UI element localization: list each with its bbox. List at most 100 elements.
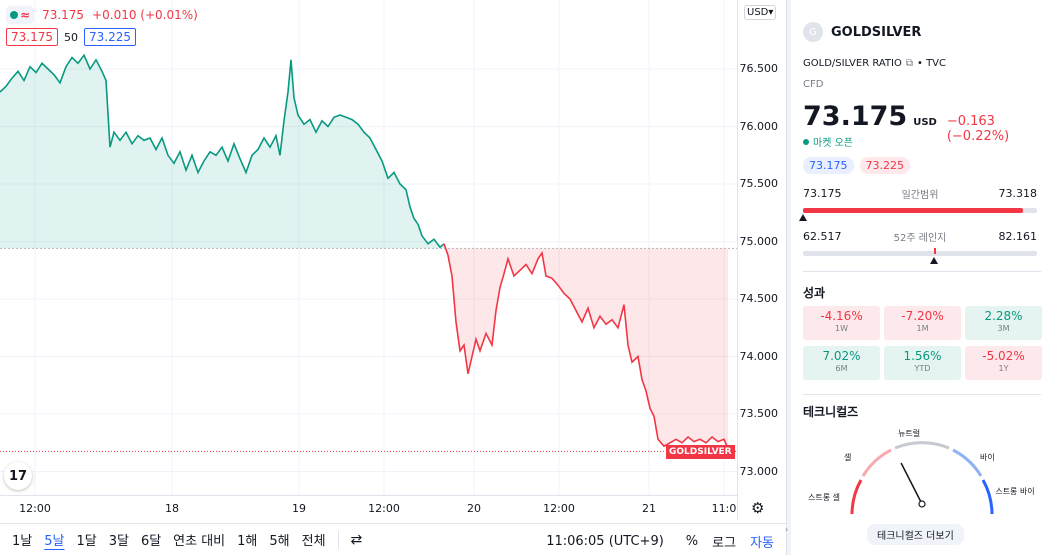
bid-button[interactable]: 73.175: [6, 28, 58, 46]
wave-icon: ≈: [20, 8, 31, 22]
bid-ask-row: 73.175 50 73.225: [6, 28, 136, 46]
price-chart[interactable]: [0, 0, 737, 495]
technicals-gauge-dial: [850, 441, 994, 515]
current-price: 73.175: [803, 101, 908, 132]
performance-value: -4.16%: [820, 309, 863, 323]
spread-value: 50: [64, 30, 78, 44]
range-button[interactable]: 3달: [108, 534, 129, 549]
price-axis-label: 76.500: [739, 62, 779, 75]
performance-cell[interactable]: -4.16% 1W: [803, 306, 880, 340]
chart-legend: ≈ 73.175 +0.010 (+0.01%): [6, 6, 198, 24]
price-axis-label: 75.000: [739, 234, 779, 248]
legend-price: 73.175: [42, 8, 85, 22]
collapse-panel-icon[interactable]: ›: [785, 525, 789, 534]
performance-value: 7.02%: [822, 349, 861, 363]
market-status-label: 마켓 오픈: [813, 138, 853, 149]
bid-pill: 73.175: [803, 157, 854, 174]
day-range-fill: [803, 208, 1023, 213]
log-toggle[interactable]: 로그: [712, 536, 737, 551]
chart-pane[interactable]: ≈ 73.175 +0.010 (+0.01%) 73.175 50 73.22…: [0, 0, 737, 520]
last-price-tag: GOLDSILVER: [666, 445, 735, 459]
more-technicals-button[interactable]: 테크니컬즈 더보기: [867, 524, 964, 545]
performance-cell[interactable]: 7.02% 6M: [803, 346, 880, 380]
symbol-description: GOLD/SILVER RATIO ⧉ • TVC: [803, 58, 946, 69]
performance-cell[interactable]: 1.56% YTD: [884, 346, 961, 380]
range-button[interactable]: 6달: [140, 534, 162, 549]
performance-period: 1Y: [998, 364, 1009, 373]
price-axis-label: 76.000: [739, 119, 779, 133]
section-divider: [803, 271, 1041, 272]
ask-button[interactable]: 73.225: [84, 28, 136, 46]
week52-range-marker: [930, 257, 939, 264]
day-range: 73.175 일간범위 73.318: [799, 186, 1038, 221]
time-axis-label: 19: [292, 502, 306, 515]
range-button[interactable]: 1달: [76, 534, 97, 549]
toolbar-divider: [337, 530, 339, 549]
week52-range-bar: [803, 248, 1037, 264]
time-axis-label: 12:00: [543, 502, 575, 515]
ask-pill: 73.225: [859, 157, 910, 174]
range-button[interactable]: 1해: [237, 534, 258, 549]
performance-cell[interactable]: -7.20% 1M: [884, 306, 961, 340]
price-display: 73.175 USD −0.163 (−0.22%): [803, 101, 1052, 144]
external-link-icon[interactable]: ⧉: [905, 58, 913, 69]
date-range-icon[interactable]: ⇄: [350, 531, 363, 548]
series-line-up: [0, 53, 445, 249]
range-button[interactable]: 1날: [12, 534, 33, 549]
market-status[interactable]: 마켓 오픈: [803, 134, 853, 149]
description-text[interactable]: GOLD/SILVER RATIO: [803, 58, 902, 69]
range-button[interactable]: 전체: [301, 534, 326, 549]
price-axis-label: 74.000: [739, 349, 779, 363]
technicals-title[interactable]: 테크니컬즈: [803, 405, 859, 419]
performance-title[interactable]: 성과: [803, 286, 826, 300]
week52-range-low: 62.517: [803, 230, 842, 243]
day-range-low: 73.175: [803, 187, 842, 200]
currency-selector[interactable]: USD▾: [744, 5, 777, 20]
exchange-label: • TVC: [917, 58, 947, 69]
performance-period: 6M: [835, 364, 848, 373]
gauge-label-buy: 바이: [980, 453, 995, 462]
price-axis-label: 75.500: [739, 177, 779, 190]
gauge-label-strong-buy: 스트롱 바이: [995, 487, 1035, 496]
performance-grid: -4.16% 1W -7.20% 1M 2.28% 3M 7.02% 6M 1.56% YTD -5…: [803, 306, 1042, 380]
bid-ask-pills: 73.175 73.225: [803, 157, 910, 174]
auto-scale-toggle[interactable]: 자동: [750, 536, 774, 551]
series-line-down: [443, 243, 729, 449]
time-axis[interactable]: 12:00 18 19 12:00 20 12:00 21 11:0: [0, 495, 737, 520]
legend-change: +0.010 (+0.01%): [92, 8, 198, 22]
gauge-label-neutral: 뉴트럴: [898, 429, 921, 438]
range-button[interactable]: 5해: [269, 534, 290, 549]
day-range-high: 73.318: [998, 187, 1038, 200]
section-divider: [803, 394, 1041, 395]
symbol-ticker[interactable]: GOLDSILVER: [831, 24, 922, 40]
performance-cell[interactable]: 2.28% 3M: [965, 306, 1042, 340]
symbol-logo-icon: G: [803, 22, 823, 42]
performance-cell[interactable]: -5.02% 1Y: [965, 346, 1042, 380]
performance-value: 2.28%: [984, 309, 1023, 323]
percent-toggle[interactable]: %: [685, 534, 699, 549]
clock-timezone[interactable]: 11:06:05 (UTC+9): [546, 534, 664, 549]
time-axis-label: 12:00: [19, 502, 51, 515]
time-axis-label: 21: [642, 502, 656, 515]
price-axis-label: 74.500: [739, 292, 779, 305]
time-axis-label: 20: [467, 502, 481, 515]
time-axis-label: 18: [165, 502, 179, 515]
performance-value: 1.56%: [903, 349, 942, 363]
pane-divider[interactable]: [786, 0, 791, 555]
price-axis[interactable]: USD▾ 76.500 76.000 75.500 75.000 74.500 74.00…: [737, 0, 786, 520]
tradingview-logo[interactable]: 17: [4, 462, 32, 490]
gauge-needle: [900, 462, 923, 505]
range-button[interactable]: 연초 대비: [173, 534, 226, 549]
week52-range-high: 82.161: [998, 230, 1038, 243]
symbol-details-panel: G GOLDSILVER GOLD/SILVER RATIO ⧉ • TVC C…: [792, 0, 1052, 555]
performance-value: -7.20%: [901, 309, 944, 323]
price-change: −0.163 (−0.22%): [946, 114, 1010, 144]
range-button[interactable]: 5날: [44, 534, 65, 549]
performance-value: -5.02%: [982, 349, 1025, 363]
chart-settings-gear-icon[interactable]: ⚙: [751, 499, 765, 517]
legend-status-badge[interactable]: ≈: [6, 6, 35, 24]
bottom-toolbar: 1날 5날 1달 3달 6달 연초 대비 1해 5해 전체 ⇄ 11:06:05 (UTC+9)…: [0, 523, 786, 555]
market-open-dot-icon: [803, 138, 809, 145]
time-axis-label: 11:0: [711, 502, 737, 515]
